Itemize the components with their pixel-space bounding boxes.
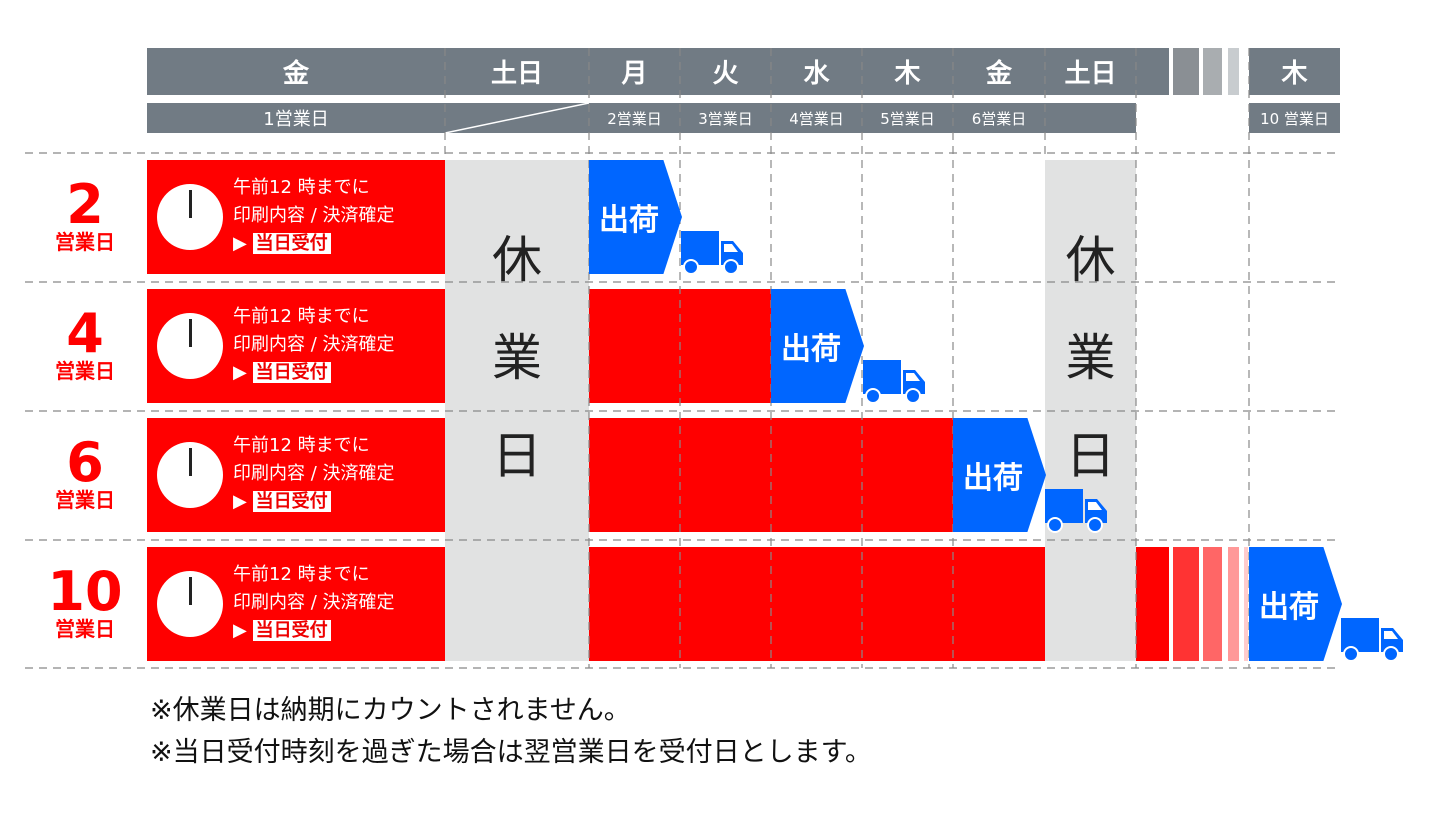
ship-marker-0: 出荷	[589, 160, 682, 274]
note-cutoff: ※当日受付時刻を過ぎた場合は翌営業日を受付日とします。	[150, 737, 872, 768]
truck-icon	[1341, 618, 1403, 666]
day-fri-2: 金	[953, 48, 1045, 95]
business-day-3: 3営業日	[680, 103, 771, 133]
ship-label: 出荷	[1259, 590, 1319, 625]
day-wed: 水	[771, 48, 862, 95]
day-weekend-2-label: 土日	[1064, 59, 1117, 89]
day-weekend: 土日	[445, 48, 589, 95]
row-days-unit: 営業日	[55, 359, 115, 383]
truck-icon	[681, 231, 743, 279]
play-arrow-icon: ▶	[233, 233, 247, 254]
holiday-column-2: 休業日	[1045, 160, 1136, 661]
holiday-char: 日	[492, 427, 542, 485]
play-arrow-icon: ▶	[233, 362, 247, 383]
row-days-number: 6	[66, 431, 104, 494]
day-mon: 月	[589, 48, 680, 95]
play-arrow-icon: ▶	[233, 491, 247, 512]
business-day-1: 1営業日	[147, 103, 445, 133]
holiday-char: 休	[492, 231, 542, 289]
row-days-number: 2	[66, 173, 104, 236]
row-label-3: 10 営業日	[30, 560, 140, 641]
day-thu-2: 木	[1249, 48, 1340, 95]
ship-marker-1: 出荷	[771, 289, 864, 403]
row-days-number: 4	[66, 302, 104, 365]
business-day-2: 2営業日	[589, 103, 680, 133]
lead-time-fade-1	[1136, 547, 1169, 661]
lead-time-bar-10	[589, 547, 1045, 661]
row-days-unit: 営業日	[55, 617, 115, 641]
same-day-badge: 当日受付	[252, 233, 331, 254]
truck-icon	[1045, 489, 1107, 537]
business-day-10: 10 営業日	[1249, 103, 1340, 133]
cutoff-condition: 印刷内容 / 決済確定	[233, 592, 395, 613]
lead-time-fade-5	[1244, 547, 1248, 661]
day-thu: 木	[862, 48, 953, 95]
order-cutoff-box: 午前12 時までに印刷内容 / 決済確定 ▶ 当日受付	[147, 160, 445, 274]
weekend-slash	[445, 103, 589, 133]
weekend-blank	[1045, 103, 1136, 133]
same-day-badge: 当日受付	[252, 362, 331, 383]
ship-label: 出荷	[599, 203, 659, 238]
row-label-2: 6 営業日	[30, 431, 140, 512]
row-days-number: 10	[47, 560, 123, 623]
day-fri: 金	[147, 48, 445, 95]
cutoff-condition: 印刷内容 / 決済確定	[233, 205, 395, 226]
cutoff-condition: 印刷内容 / 決済確定	[233, 463, 395, 484]
clock-icon	[157, 313, 223, 379]
play-arrow-icon: ▶	[233, 620, 247, 641]
same-day-badge: 当日受付	[252, 491, 331, 512]
holiday-char: 業	[492, 329, 542, 387]
ship-label: 出荷	[781, 332, 841, 367]
holiday-char: 業	[1065, 329, 1116, 387]
order-cutoff-box: 午前12 時までに印刷内容 / 決済確定 ▶ 当日受付	[147, 418, 445, 532]
clock-icon	[157, 571, 223, 637]
holiday-char: 日	[1065, 427, 1116, 485]
cutoff-time: 午前12 時までに	[233, 564, 370, 585]
ship-marker-3: 出荷	[1249, 547, 1342, 661]
same-day-badge: 当日受付	[252, 620, 331, 641]
order-cutoff-box: 午前12 時までに印刷内容 / 決済確定 ▶ 当日受付	[147, 289, 445, 403]
cutoff-time: 午前12 時までに	[233, 177, 370, 198]
row-label-0: 2 営業日	[30, 173, 140, 254]
row-label-1: 4 営業日	[30, 302, 140, 383]
lead-time-fade-4	[1228, 547, 1239, 661]
lead-time-bar-4	[589, 289, 771, 403]
lead-time-fade-3	[1203, 547, 1222, 661]
day-weekend-2: 土日	[1045, 48, 1169, 95]
header-fade-3	[1228, 48, 1239, 95]
order-cutoff-box: 午前12 時までに印刷内容 / 決済確定 ▶ 当日受付	[147, 547, 445, 661]
cutoff-condition: 印刷内容 / 決済確定	[233, 334, 395, 355]
row-days-unit: 営業日	[55, 230, 115, 254]
business-day-5: 5営業日	[862, 103, 953, 133]
note-holidays: ※休業日は納期にカウントされません。	[150, 695, 631, 726]
row-days-unit: 営業日	[55, 488, 115, 512]
ship-label: 出荷	[963, 461, 1023, 496]
lead-time-fade-2	[1173, 547, 1199, 661]
cutoff-time: 午前12 時までに	[233, 435, 370, 456]
cutoff-time: 午前12 時までに	[233, 306, 370, 327]
business-day-4: 4営業日	[771, 103, 862, 133]
clock-icon	[157, 184, 223, 250]
header-fade-1	[1173, 48, 1199, 95]
holiday-char: 休	[1065, 231, 1116, 289]
header-fade-2	[1203, 48, 1222, 95]
lead-time-bar-6	[589, 418, 953, 532]
truck-icon	[863, 360, 925, 408]
ship-marker-2: 出荷	[953, 418, 1046, 532]
clock-icon	[157, 442, 223, 508]
business-day-6: 6営業日	[953, 103, 1045, 133]
holiday-column-1: 休業日	[445, 160, 589, 661]
day-tue: 火	[680, 48, 771, 95]
